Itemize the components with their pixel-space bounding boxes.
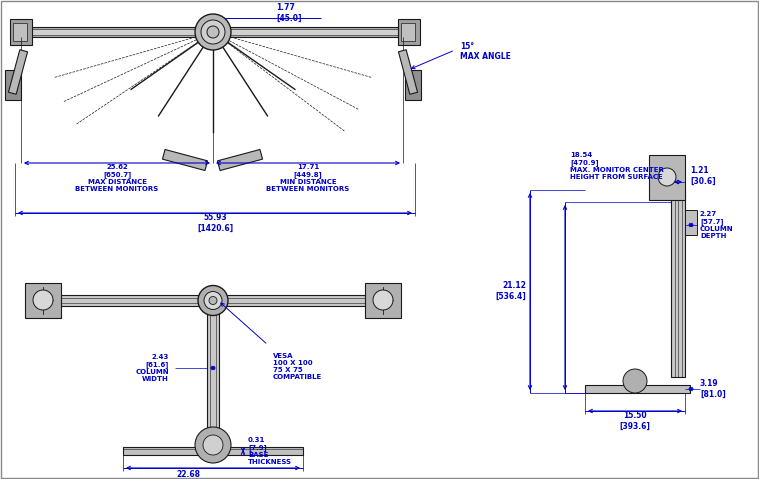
Text: 15.50
[393.6]: 15.50 [393.6] bbox=[619, 411, 650, 431]
Circle shape bbox=[623, 369, 647, 393]
Text: 17.71
[449.8]
MIN DISTANCE
BETWEEN MONITORS: 17.71 [449.8] MIN DISTANCE BETWEEN MONIT… bbox=[266, 164, 350, 192]
Polygon shape bbox=[5, 70, 21, 100]
Bar bbox=[10, 19, 32, 45]
Text: 15°
MAX ANGLE: 15° MAX ANGLE bbox=[460, 42, 511, 61]
Bar bbox=[671, 190, 685, 377]
Polygon shape bbox=[398, 50, 417, 94]
Text: VESA
100 X 100
75 X 75
COMPATIBLE: VESA 100 X 100 75 X 75 COMPATIBLE bbox=[273, 353, 323, 380]
Circle shape bbox=[207, 26, 219, 38]
Bar bbox=[585, 385, 690, 393]
Bar bbox=[18, 29, 412, 35]
Text: 18.54
[470.9]
MAX. MONITOR CENTER
HEIGHT FROM SURFACE: 18.54 [470.9] MAX. MONITOR CENTER HEIGHT… bbox=[570, 152, 664, 180]
Polygon shape bbox=[218, 149, 263, 171]
Circle shape bbox=[204, 292, 222, 309]
Text: 25.62
[650.7]
MAX DISTANCE
BETWEEN MONITORS: 25.62 [650.7] MAX DISTANCE BETWEEN MONIT… bbox=[75, 164, 159, 192]
Circle shape bbox=[209, 297, 217, 305]
Bar bbox=[15, 27, 415, 37]
Bar bbox=[13, 23, 27, 41]
Bar bbox=[365, 283, 401, 318]
Text: 2.27
[57.7]
COLUMN
DEPTH: 2.27 [57.7] COLUMN DEPTH bbox=[700, 211, 734, 239]
Text: 3.19
[81.0]: 3.19 [81.0] bbox=[700, 379, 726, 399]
Bar bbox=[43, 295, 383, 306]
Bar bbox=[398, 19, 420, 45]
Polygon shape bbox=[405, 70, 421, 100]
Bar bbox=[649, 155, 685, 200]
Circle shape bbox=[195, 427, 231, 463]
Text: 55.93
[1420.6]: 55.93 [1420.6] bbox=[197, 213, 233, 233]
Text: 1.77
[45.0]: 1.77 [45.0] bbox=[276, 3, 301, 23]
Circle shape bbox=[658, 168, 676, 186]
Text: 2.43
[61.6]
COLUMN
WIDTH: 2.43 [61.6] COLUMN WIDTH bbox=[135, 354, 169, 382]
Circle shape bbox=[33, 290, 53, 310]
Bar bbox=[207, 295, 219, 442]
Circle shape bbox=[195, 14, 231, 50]
Text: 21.12
[536.4]: 21.12 [536.4] bbox=[496, 281, 526, 301]
Text: 22.68
[576.0]: 22.68 [576.0] bbox=[172, 470, 203, 479]
Circle shape bbox=[373, 290, 393, 310]
Polygon shape bbox=[8, 50, 27, 94]
Polygon shape bbox=[162, 149, 207, 171]
Bar bbox=[25, 283, 61, 318]
Bar bbox=[685, 210, 697, 235]
Circle shape bbox=[198, 285, 228, 316]
Circle shape bbox=[203, 435, 223, 455]
Bar bbox=[401, 23, 415, 41]
Text: 0.31
[7.9]
BASE
THICKNESS: 0.31 [7.9] BASE THICKNESS bbox=[248, 437, 292, 465]
Circle shape bbox=[201, 20, 225, 44]
Text: 1.21
[30.6]: 1.21 [30.6] bbox=[690, 166, 716, 186]
Bar bbox=[123, 447, 303, 455]
